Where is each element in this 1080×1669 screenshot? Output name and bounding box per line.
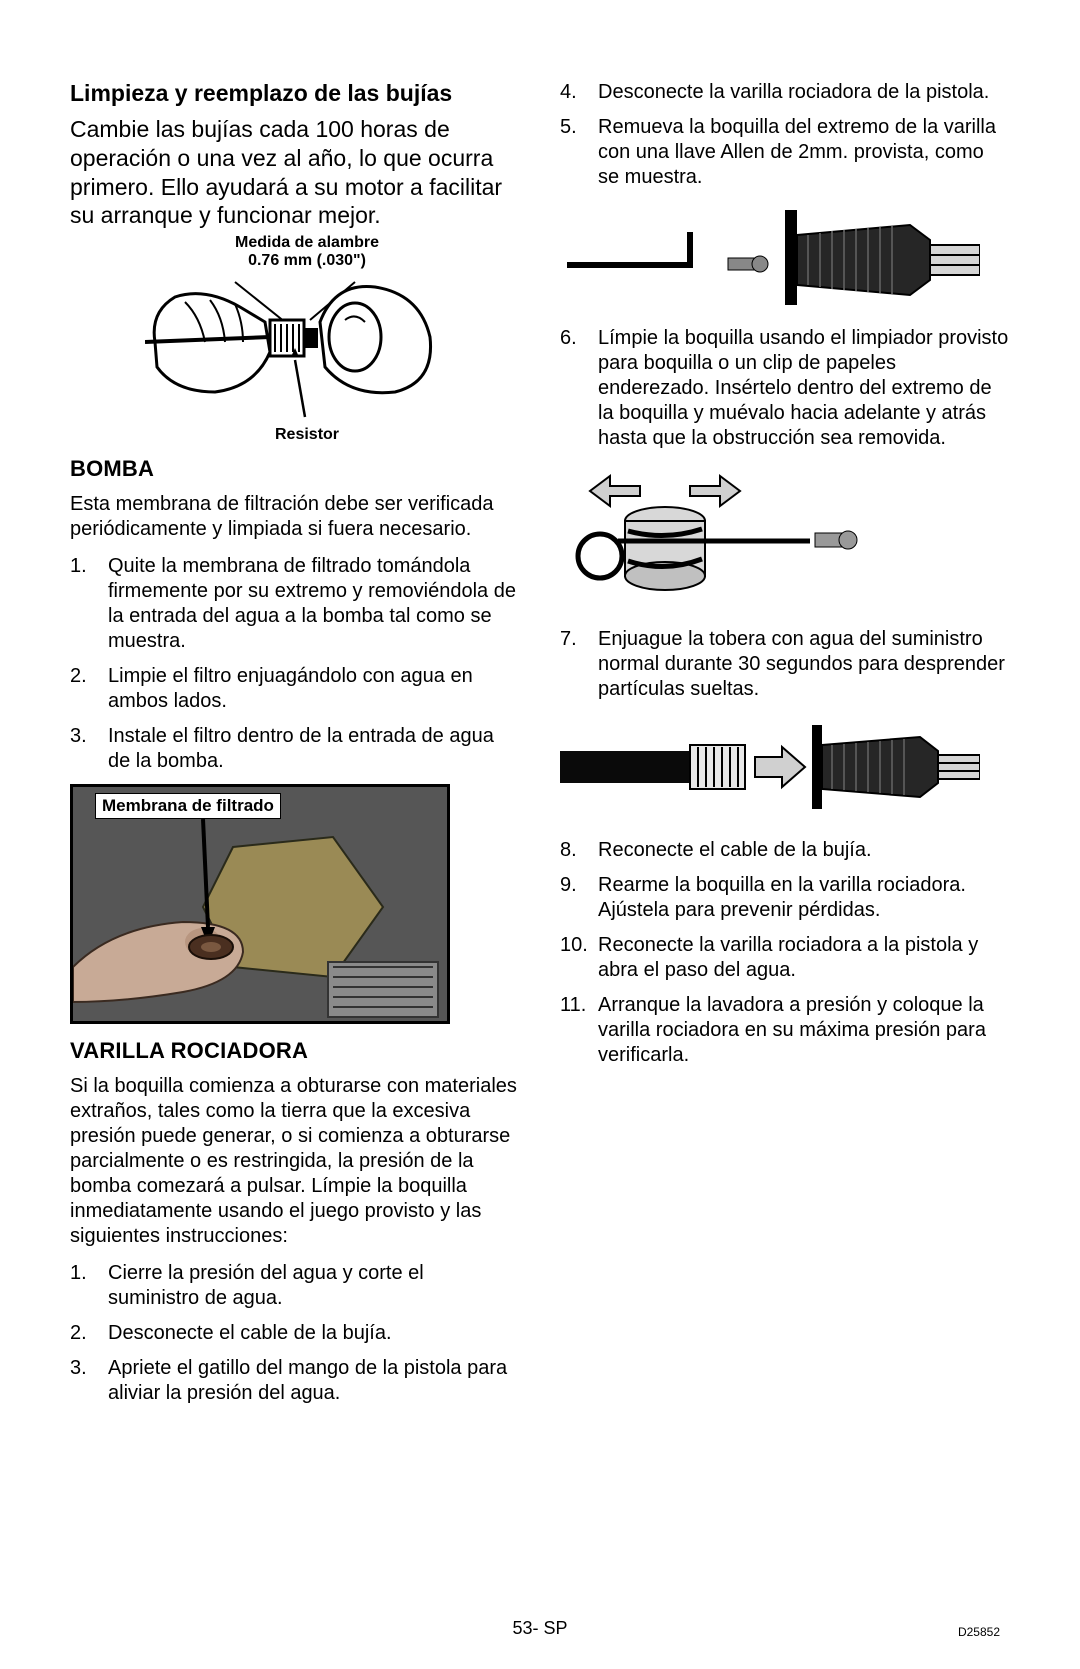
list-num: 8. xyxy=(560,838,598,863)
list-text: Límpie la boquilla usando el limpiador p… xyxy=(598,326,1010,451)
paperclip-svg xyxy=(560,461,860,611)
list-num: 1. xyxy=(70,554,108,654)
list-item: 5.Remueva la boquilla del extremo de la … xyxy=(560,115,1010,190)
list-num: 11. xyxy=(560,993,598,1068)
list-num: 3. xyxy=(70,724,108,774)
list-text: Arranque la lavadora a presión y coloque… xyxy=(598,993,1010,1068)
para-bomba: Esta membrana de filtración debe ser ver… xyxy=(70,492,520,542)
spark-plug-figure: Medida de alambre 0.76 mm (.030") xyxy=(145,242,445,442)
right-list-7: 7.Enjuague la tobera con agua del sumini… xyxy=(560,627,1010,702)
para-varilla: Si la boquilla comienza a obturarse con … xyxy=(70,1074,520,1249)
list-item: 2.Limpie el filtro enjuagándolo con agua… xyxy=(70,664,520,714)
spark-label-resistor: Resistor xyxy=(275,426,339,444)
list-item: 3.Apriete el gatillo del mango de la pis… xyxy=(70,1356,520,1406)
hose-nozzle-svg xyxy=(560,717,980,817)
list-text: Reconecte el cable de la bujía. xyxy=(598,838,1010,863)
list-num: 1. xyxy=(70,1261,108,1311)
spark-label-line1: Medida de alambre xyxy=(235,234,379,251)
list-num: 9. xyxy=(560,873,598,923)
list-text: Enjuague la tobera con agua del suminist… xyxy=(598,627,1010,702)
list-item: 6.Límpie la boquilla usando el limpiador… xyxy=(560,326,1010,451)
filter-photo-label: Membrana de filtrado xyxy=(95,793,281,819)
spark-label-top: Medida de alambre 0.76 mm (.030") xyxy=(235,234,379,271)
list-item: 1.Quite la membrana de filtrado tomándol… xyxy=(70,554,520,654)
list-text: Desconecte el cable de la bujía. xyxy=(108,1321,520,1346)
list-num: 2. xyxy=(70,664,108,714)
allen-nozzle-figure xyxy=(560,200,980,310)
page-footer: 53- SP xyxy=(0,1618,1080,1639)
heading-limpieza: Limpieza y reemplazo de las bujías xyxy=(70,80,520,107)
list-text: Limpie el filtro enjuagándolo con agua e… xyxy=(108,664,520,714)
list-item: 9.Rearme la boquilla en la varilla rocia… xyxy=(560,873,1010,923)
bomba-list: 1.Quite la membrana de filtrado tomándol… xyxy=(70,554,520,774)
list-num: 10. xyxy=(560,933,598,983)
spark-plug-svg xyxy=(145,242,445,442)
list-text: Desconecte la varilla rociadora de la pi… xyxy=(598,80,1010,105)
right-list-6: 6.Límpie la boquilla usando el limpiador… xyxy=(560,326,1010,451)
hose-nozzle-figure xyxy=(560,712,980,822)
list-num: 6. xyxy=(560,326,598,451)
list-num: 3. xyxy=(70,1356,108,1406)
list-text: Remueva la boquilla del extremo de la va… xyxy=(598,115,1010,190)
list-item: 8.Reconecte el cable de la bujía. xyxy=(560,838,1010,863)
left-column: Limpieza y reemplazo de las bujías Cambi… xyxy=(70,80,520,1416)
list-num: 2. xyxy=(70,1321,108,1346)
right-list-4-5: 4.Desconecte la varilla rociadora de la … xyxy=(560,80,1010,190)
list-text: Cierre la presión del agua y corte el su… xyxy=(108,1261,520,1311)
list-text: Reconecte la varilla rociadora a la pist… xyxy=(598,933,1010,983)
list-item: 10.Reconecte la varilla rociadora a la p… xyxy=(560,933,1010,983)
two-column-layout: Limpieza y reemplazo de las bujías Cambi… xyxy=(70,80,1010,1416)
list-item: 7.Enjuague la tobera con agua del sumini… xyxy=(560,627,1010,702)
list-text: Quite la membrana de filtrado tomándola … xyxy=(108,554,520,654)
para-limpieza: Cambie las bujías cada 100 horas de oper… xyxy=(70,115,520,230)
list-num: 4. xyxy=(560,80,598,105)
list-item: 11.Arranque la lavadora a presión y colo… xyxy=(560,993,1010,1068)
list-text: Apriete el gatillo del mango de la pisto… xyxy=(108,1356,520,1406)
allen-nozzle-svg xyxy=(560,200,980,310)
heading-varilla: VARILLA ROCIADORA xyxy=(70,1038,520,1064)
varilla-list: 1.Cierre la presión del agua y corte el … xyxy=(70,1261,520,1406)
right-column: 4.Desconecte la varilla rociadora de la … xyxy=(560,80,1010,1416)
spark-label-line2: 0.76 mm (.030") xyxy=(248,252,366,269)
list-item: 2.Desconecte el cable de la bujía. xyxy=(70,1321,520,1346)
list-num: 7. xyxy=(560,627,598,702)
paperclip-figure xyxy=(560,461,860,611)
right-list-8-11: 8.Reconecte el cable de la bujía. 9.Rear… xyxy=(560,838,1010,1068)
list-text: Rearme la boquilla en la varilla rociado… xyxy=(598,873,1010,923)
filter-photo-figure: Membrana de filtrado xyxy=(70,784,450,1024)
list-item: 3.Instale el filtro dentro de la entrada… xyxy=(70,724,520,774)
list-item: 4.Desconecte la varilla rociadora de la … xyxy=(560,80,1010,105)
list-item: 1.Cierre la presión del agua y corte el … xyxy=(70,1261,520,1311)
list-num: 5. xyxy=(560,115,598,190)
heading-bomba: BOMBA xyxy=(70,456,520,482)
list-text: Instale el filtro dentro de la entrada d… xyxy=(108,724,520,774)
page-code: D25852 xyxy=(958,1625,1000,1639)
filter-photo-svg xyxy=(73,787,450,1024)
